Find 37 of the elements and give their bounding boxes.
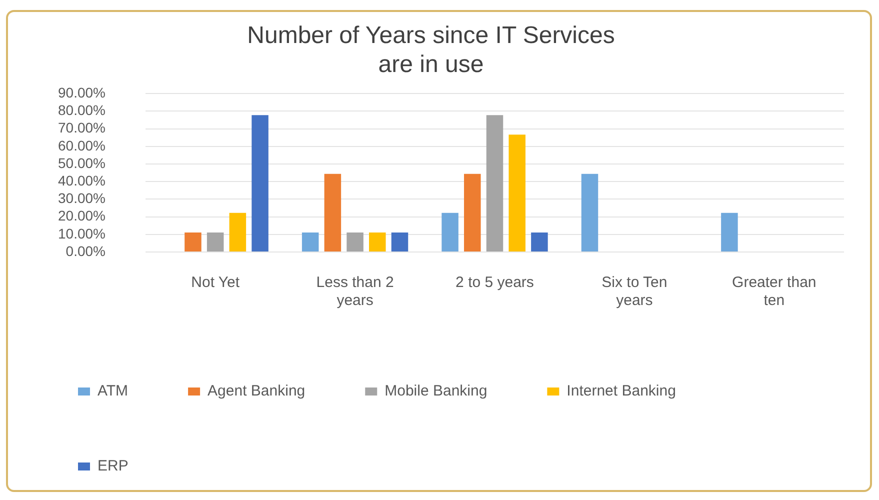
x-tick-label: Greater than ten (732, 274, 816, 310)
x-tick-label: Six to Ten years (602, 274, 668, 310)
x-tick-label: 2 to 5 years (456, 274, 534, 292)
bar (324, 174, 342, 252)
legend-label: Mobile Banking (384, 382, 488, 400)
legend-label: ATM (98, 382, 128, 400)
bar (391, 232, 408, 252)
bar (184, 232, 202, 252)
bar (464, 174, 481, 252)
y-tick-label: 70.00% (58, 120, 106, 136)
y-tick-label: 40.00% (58, 172, 106, 188)
y-tick-label: 80.00% (58, 102, 106, 118)
bar (252, 115, 268, 252)
bar (581, 174, 598, 252)
y-tick-label: 60.00% (58, 137, 106, 154)
bar (302, 232, 319, 252)
y-tick-label: 30.00% (58, 190, 106, 206)
y-tick-label: 0.00% (66, 242, 106, 259)
bar (508, 134, 526, 252)
y-tick-label: 20.00% (58, 208, 106, 224)
chart-title: Number of Years since IT Services are in use (247, 22, 615, 78)
bar (206, 232, 224, 252)
bar (229, 212, 246, 252)
legend-label: Internet Banking (566, 382, 676, 400)
y-tick-label: 10.00% (58, 225, 106, 242)
bar (442, 212, 458, 252)
legend-label: Agent Banking (208, 382, 306, 400)
bar (369, 232, 386, 252)
y-tick-label: 50.00% (58, 154, 106, 171)
legend-label: ERP (98, 458, 128, 475)
x-tick-label: Less than 2 years (316, 274, 394, 310)
bar (531, 232, 548, 252)
bar (346, 232, 364, 252)
bar (721, 212, 738, 252)
x-tick-label: Not Yet (191, 274, 240, 292)
bar (486, 115, 504, 252)
y-tick-label: 90.00% (58, 84, 106, 100)
